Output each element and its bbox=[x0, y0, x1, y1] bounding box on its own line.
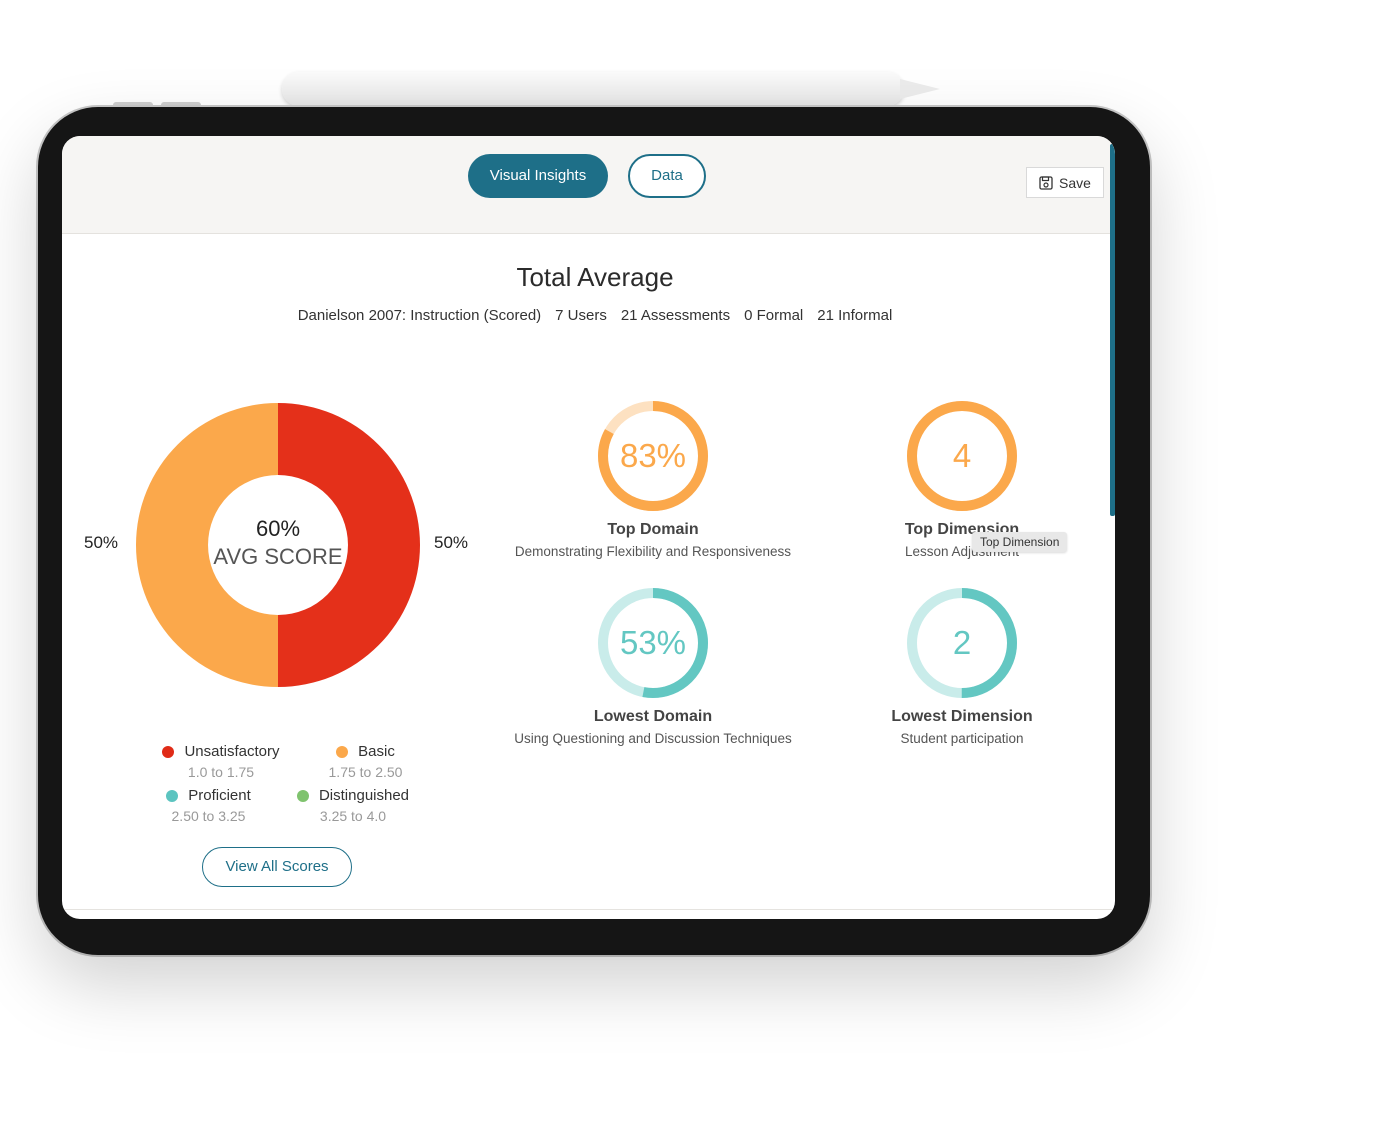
save-icon bbox=[1039, 175, 1053, 190]
metric-lowest-domain: 53% Lowest Domain Using Questioning and … bbox=[483, 585, 823, 746]
legend-dot-icon bbox=[296, 789, 309, 802]
legend-range: 1.75 to 2.50 bbox=[328, 764, 403, 780]
legend-label: Unsatisfactory bbox=[184, 743, 280, 760]
app-screen: Visual Insights Data Save Total Average … bbox=[62, 136, 1115, 919]
ring-progress bbox=[598, 401, 708, 511]
meta-assessments: 21 Assessments bbox=[620, 307, 731, 324]
meta-framework: Danielson 2007: Instruction (Scored) bbox=[297, 307, 542, 324]
meta-users: 7 Users bbox=[555, 307, 607, 324]
ring-progress bbox=[907, 588, 1017, 698]
legend-range: 3.25 to 4.0 bbox=[319, 808, 387, 824]
lowest-domain-title: Lowest Domain bbox=[593, 708, 713, 725]
lowest-dimension-title: Lowest Dimension bbox=[891, 708, 1033, 725]
donut-center: 60% AVG SCORE bbox=[136, 403, 420, 687]
top-domain-ring: 83% bbox=[595, 398, 711, 514]
legend-dot-icon bbox=[336, 745, 349, 758]
donut-chart bbox=[136, 403, 420, 687]
legend-range: 1.0 to 1.75 bbox=[187, 764, 255, 780]
view-all-scores-button[interactable]: View All Scores bbox=[202, 847, 352, 887]
legend-dot-icon bbox=[166, 789, 179, 802]
tab-visual-insights[interactable]: Visual Insights bbox=[468, 154, 608, 198]
legend-dot-icon bbox=[162, 745, 175, 758]
legend-label: Distinguished bbox=[318, 787, 410, 804]
scrollbar-thumb[interactable] bbox=[1110, 144, 1115, 516]
lowest-domain-value: 53% bbox=[619, 624, 687, 661]
page-title: Total Average bbox=[516, 262, 674, 292]
ring-progress bbox=[598, 588, 708, 698]
donut-slice-basic bbox=[136, 403, 278, 687]
top-dimension-value: 4 bbox=[952, 437, 972, 474]
legend-label: Proficient bbox=[188, 787, 251, 804]
lowest-domain-subtitle: Using Questioning and Discussion Techniq… bbox=[514, 731, 792, 746]
tab-data[interactable]: Data bbox=[628, 154, 706, 198]
top-dimension-ring: 4 bbox=[904, 398, 1020, 514]
top-domain-value: 83% bbox=[619, 437, 687, 474]
donut-right-percent: 50% bbox=[434, 533, 469, 552]
avg-score-value: 60% bbox=[255, 516, 301, 541]
avg-score-donut: 60% AVG SCORE bbox=[136, 403, 420, 687]
lowest-dimension-subtitle: Student participation bbox=[900, 731, 1024, 746]
donut-left-percent: 50% bbox=[84, 533, 119, 552]
stylus-tip bbox=[900, 79, 940, 99]
tooltip: Top Dimension bbox=[972, 532, 1068, 552]
meta-formal: 0 Formal bbox=[744, 307, 804, 324]
legend-range: 2.50 to 3.25 bbox=[171, 808, 246, 824]
summary-meta: Danielson 2007: Instruction (Scored) 7 U… bbox=[62, 307, 1115, 324]
legend-item-proficient: Proficient 2.50 to 3.25 bbox=[146, 787, 271, 824]
ring-progress bbox=[907, 401, 1017, 511]
device-volume-button bbox=[161, 102, 201, 108]
meta-informal: 21 Informal bbox=[817, 307, 893, 324]
top-bar: Visual Insights Data Save bbox=[62, 136, 1115, 234]
legend-item-unsatisfactory: Unsatisfactory 1.0 to 1.75 bbox=[146, 743, 296, 780]
top-domain-subtitle: Demonstrating Flexibility and Responsive… bbox=[514, 544, 792, 559]
donut-slice-unsatisfactory bbox=[278, 403, 420, 687]
lowest-dimension-ring: 2 bbox=[904, 585, 1020, 701]
legend-item-distinguished: Distinguished 3.25 to 4.0 bbox=[278, 787, 428, 824]
metric-lowest-dimension: 2 Lowest Dimension Student participation bbox=[792, 585, 1115, 746]
metric-top-domain: 83% Top Domain Demonstrating Flexibility… bbox=[483, 398, 823, 559]
legend-label: Basic bbox=[358, 743, 395, 760]
lowest-domain-ring: 53% bbox=[595, 585, 711, 701]
stylus-pencil bbox=[282, 72, 904, 106]
lowest-dimension-value: 2 bbox=[952, 624, 972, 661]
top-domain-title: Top Domain bbox=[607, 521, 699, 538]
legend-item-basic: Basic 1.75 to 2.50 bbox=[298, 743, 433, 780]
save-label: Save bbox=[1059, 174, 1091, 191]
save-button[interactable]: Save bbox=[1026, 167, 1104, 198]
avg-score-label: AVG SCORE bbox=[213, 544, 343, 569]
device-volume-button bbox=[113, 102, 153, 108]
divider bbox=[62, 909, 1115, 910]
